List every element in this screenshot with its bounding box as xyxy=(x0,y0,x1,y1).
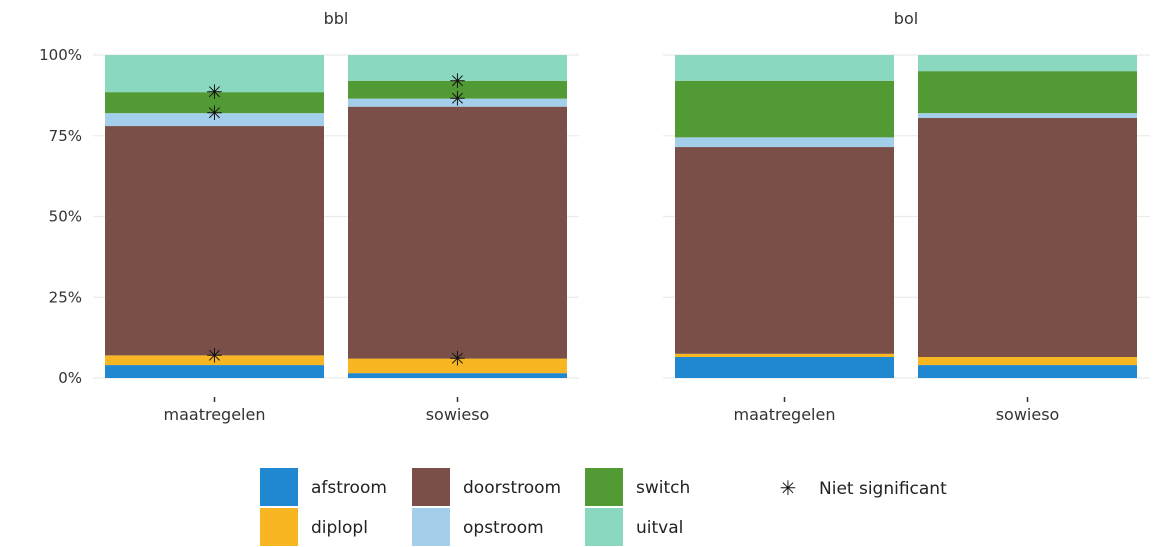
x-category-label: maatregelen xyxy=(734,405,836,424)
y-tick-label: 0% xyxy=(58,369,82,387)
bar-segment-opstroom xyxy=(918,113,1137,118)
legend-label: doorstroom xyxy=(463,478,561,498)
not-significant-marker: ✳ xyxy=(206,343,223,367)
not-significant-marker: ✳ xyxy=(206,80,223,104)
bar-segment-doorstroom xyxy=(675,147,894,354)
bar-segment-switch xyxy=(348,80,567,99)
legend-swatch-doorstroom xyxy=(412,468,450,506)
y-tick-label: 75% xyxy=(49,127,82,145)
legend-swatch-afstroom xyxy=(260,468,298,506)
bar-segment-diplopl xyxy=(675,353,894,358)
legend-label: Niet significant xyxy=(819,479,947,499)
bar-segment-opstroom xyxy=(675,137,894,148)
y-tick-label: 100% xyxy=(39,46,82,64)
bar-segment-switch xyxy=(105,92,324,114)
bar-segment-diplopl xyxy=(348,358,567,374)
bar-segment-diplopl xyxy=(918,357,1137,366)
y-tick-label: 50% xyxy=(49,208,82,226)
x-category-label: sowieso xyxy=(426,405,490,424)
y-tick-label: 25% xyxy=(49,288,82,306)
bar-segment-afstroom xyxy=(675,357,894,378)
bar-segment-uitval xyxy=(348,55,567,81)
bar-segment-afstroom xyxy=(918,365,1137,378)
bar-segment-uitval xyxy=(918,55,1137,72)
bar-segment-uitval xyxy=(105,55,324,93)
legend-marker-icon: ✳ xyxy=(780,476,797,500)
bar-segment-diplopl xyxy=(105,355,324,366)
bar-segment-afstroom xyxy=(348,373,567,378)
legend-label: diplopl xyxy=(311,518,368,538)
bar-segment-afstroom xyxy=(105,365,324,378)
bar-segment-opstroom xyxy=(105,113,324,127)
legend-label: switch xyxy=(636,478,690,498)
legend-swatch-uitval xyxy=(585,508,623,546)
legend-label: afstroom xyxy=(311,478,387,498)
bar-segment-doorstroom xyxy=(918,117,1137,358)
legend-label: opstroom xyxy=(463,518,544,538)
bar-segment-doorstroom xyxy=(105,126,324,356)
x-category-label: sowieso xyxy=(996,405,1060,424)
x-category-label: maatregelen xyxy=(164,405,266,424)
not-significant-marker: ✳ xyxy=(206,101,223,125)
facet-title: bbl xyxy=(324,9,349,28)
bar-segment-opstroom xyxy=(348,98,567,107)
bar-segment-doorstroom xyxy=(348,106,567,359)
facet-title: bol xyxy=(894,9,918,28)
not-significant-marker: ✳ xyxy=(449,69,466,93)
legend-label: uitval xyxy=(636,518,683,538)
not-significant-marker: ✳ xyxy=(449,347,466,371)
legend-swatch-switch xyxy=(585,468,623,506)
bar-segment-switch xyxy=(918,71,1137,114)
bar-segment-uitval xyxy=(675,55,894,81)
not-significant-marker: ✳ xyxy=(449,87,466,111)
legend-swatch-diplopl xyxy=(260,508,298,546)
bar-segment-switch xyxy=(675,80,894,138)
legend-swatch-opstroom xyxy=(412,508,450,546)
